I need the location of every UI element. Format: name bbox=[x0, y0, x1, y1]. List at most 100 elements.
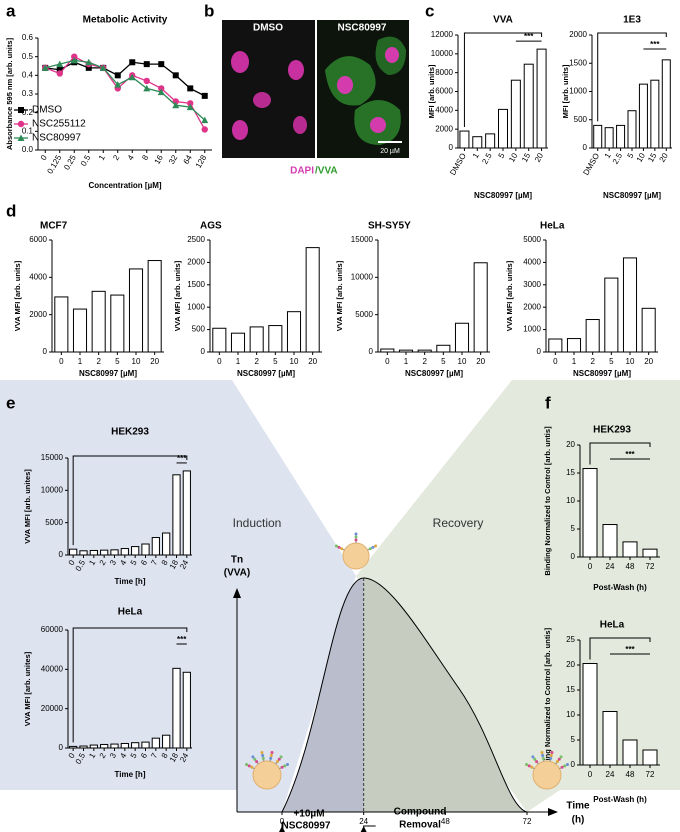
marker bbox=[41, 64, 49, 71]
x-tick-label: 3 bbox=[108, 751, 118, 760]
glycan-unit bbox=[535, 760, 539, 764]
y-tick-label: 0.5 bbox=[22, 52, 34, 61]
x-tick-label: 72 bbox=[523, 817, 532, 826]
recovery-area bbox=[363, 578, 527, 812]
series-line bbox=[45, 59, 206, 121]
panel-label: d bbox=[6, 201, 16, 220]
marker bbox=[143, 77, 150, 85]
y-tick-label: 0 bbox=[43, 347, 48, 356]
bar bbox=[172, 474, 181, 556]
start-label: NSC80997 bbox=[282, 821, 331, 832]
nucleus bbox=[337, 76, 353, 94]
glycan-unit bbox=[337, 545, 341, 549]
x-tick-label: 20 bbox=[533, 151, 546, 164]
x-tick-label: 5 bbox=[497, 151, 507, 160]
nucleus bbox=[385, 47, 399, 63]
induction-area bbox=[282, 578, 364, 812]
x-tick-label: 0 bbox=[588, 562, 593, 571]
glycan-unit bbox=[270, 751, 274, 755]
marker bbox=[85, 64, 92, 71]
bar bbox=[110, 549, 119, 556]
marker bbox=[71, 53, 78, 60]
marker bbox=[143, 61, 150, 68]
chart-title: Metabolic Activity bbox=[83, 15, 168, 26]
glycan-unit bbox=[279, 755, 283, 759]
x-tick-label: 2.5 bbox=[480, 151, 494, 166]
cell-cartoon bbox=[532, 760, 562, 790]
legend-marker bbox=[17, 134, 25, 141]
marker bbox=[114, 72, 121, 79]
marker bbox=[157, 88, 165, 96]
y-tick-label: 10000 bbox=[431, 49, 454, 58]
arrowhead bbox=[360, 826, 367, 832]
glycan-unit bbox=[541, 753, 545, 757]
x-tick-label: 24 bbox=[606, 562, 615, 571]
chart-title: HEK293 bbox=[593, 425, 631, 436]
y-tick-label: 1500 bbox=[187, 280, 205, 289]
bar bbox=[141, 741, 150, 749]
x-tick-label: 7 bbox=[149, 751, 159, 760]
bar bbox=[89, 744, 98, 749]
y-tick-label: 0 bbox=[583, 143, 588, 152]
legend-label: DMSO bbox=[32, 105, 62, 116]
glycan-unit bbox=[354, 538, 358, 542]
marker bbox=[56, 70, 63, 77]
y-axis-label: Binding Normalized to Control [arb. unti… bbox=[543, 627, 552, 777]
x-tick-label: 2 bbox=[98, 751, 108, 760]
glycan-unit bbox=[374, 544, 378, 548]
y-tick-label: 5000 bbox=[355, 310, 373, 319]
bar bbox=[172, 667, 181, 749]
x-tick-label: 2 bbox=[422, 357, 427, 366]
y-tick-label: 0 bbox=[449, 143, 454, 152]
glycan-unit bbox=[277, 757, 281, 761]
x-axis-label: NSC80997 [µM] bbox=[79, 369, 137, 378]
x-tick-label: 5 bbox=[441, 357, 446, 366]
x-tick-label: 48 bbox=[626, 770, 635, 779]
bar bbox=[641, 307, 656, 353]
x-tick-label: 20 bbox=[658, 151, 671, 164]
stain-label: /VVA bbox=[315, 166, 338, 177]
y-tick-label: 20 bbox=[566, 440, 575, 449]
x-tick-label: 5 bbox=[129, 751, 139, 760]
y-tick-label: 1000 bbox=[187, 302, 205, 311]
y-tick-label: 2000 bbox=[435, 124, 453, 133]
bar bbox=[147, 260, 162, 353]
x-tick-label: DMSO bbox=[581, 152, 601, 177]
marker bbox=[172, 101, 180, 109]
chart-title: SH-SY5Y bbox=[368, 221, 411, 232]
y-tick-label: 6000 bbox=[29, 235, 47, 244]
marker bbox=[186, 103, 194, 111]
x-tick-label: 2.5 bbox=[611, 151, 625, 166]
glycan-unit bbox=[559, 755, 563, 759]
significance-label: *** bbox=[177, 454, 187, 463]
bar bbox=[548, 338, 563, 353]
x-tick-label: 20 bbox=[308, 357, 317, 366]
y-tick-label: 12000 bbox=[431, 30, 454, 39]
y-axis-label: Binding Normalized to Control [arb. unti… bbox=[543, 426, 552, 576]
glycan-unit bbox=[251, 755, 255, 759]
x-tick-label: 0 bbox=[59, 357, 64, 366]
glycan-unit bbox=[557, 757, 561, 761]
x-axis-label: NSC80997 [µM] bbox=[474, 191, 532, 200]
nucleus bbox=[293, 116, 307, 134]
bar bbox=[268, 325, 283, 353]
x-tick-label: 0 bbox=[280, 817, 285, 826]
bar bbox=[305, 247, 320, 353]
bar bbox=[602, 711, 618, 766]
bar bbox=[249, 326, 264, 353]
bar bbox=[131, 546, 140, 556]
x-tick-label: 0 bbox=[217, 357, 222, 366]
marker bbox=[143, 84, 151, 92]
marker bbox=[56, 60, 64, 68]
marker bbox=[187, 85, 194, 92]
y-tick-label: 2000 bbox=[29, 310, 47, 319]
arrowhead bbox=[279, 826, 285, 832]
chart-title: MCF7 bbox=[40, 221, 68, 232]
y-tick-label: 10 bbox=[566, 496, 575, 505]
x-tick-label: 24 bbox=[359, 817, 368, 826]
x-tick-label: 0 bbox=[67, 558, 77, 567]
y-tick-label: 2500 bbox=[187, 235, 205, 244]
x-tick-label: 1 bbox=[97, 153, 107, 162]
glycan-unit bbox=[255, 760, 259, 764]
